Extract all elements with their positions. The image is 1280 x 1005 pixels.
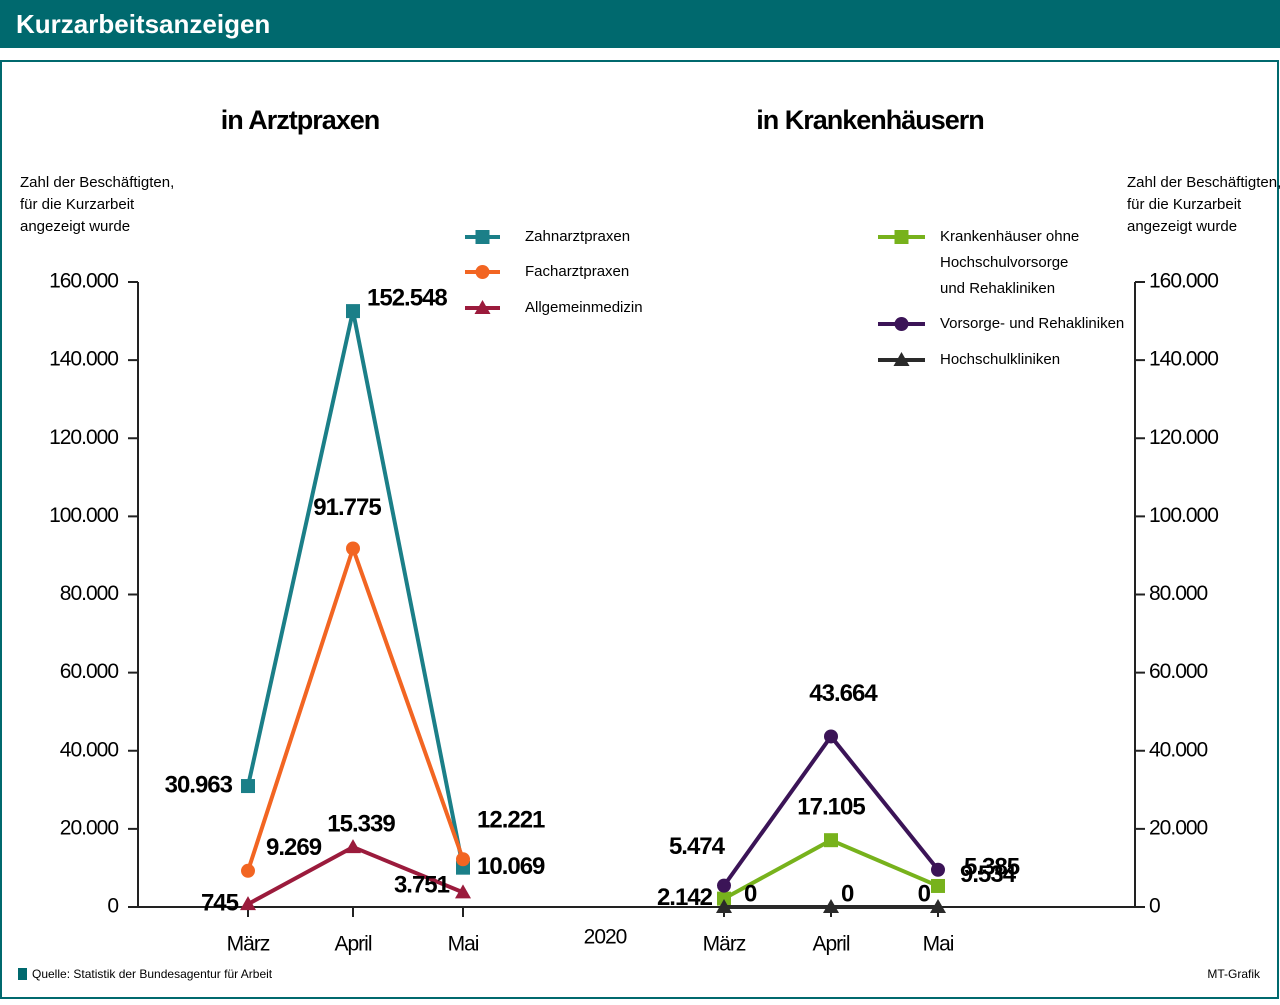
marker [475, 265, 490, 279]
series-line [246, 309, 465, 869]
source-icon [18, 968, 27, 980]
legend-label: Facharztpraxen [525, 263, 629, 280]
y-tick-label: 80.000 [60, 582, 119, 605]
chart-title: in Krankenhäusern [756, 105, 984, 135]
value-label: 15.339 [327, 810, 395, 837]
x-axis-label: 2020 [584, 926, 627, 949]
y-tick-label: 60.000 [60, 660, 119, 683]
value-label: 9.269 [266, 834, 322, 861]
y-tick-label: 100.000 [1149, 504, 1218, 527]
marker [240, 896, 256, 911]
x-tick-label: Mai [923, 933, 954, 956]
header-title: Kurzarbeitsanzeigen [16, 9, 270, 39]
y-tick-label: 140.000 [1149, 348, 1218, 371]
value-label: 152.548 [367, 284, 447, 311]
legend-label: Allgemeinmedizin [525, 299, 643, 316]
marker [824, 729, 838, 744]
marker [474, 300, 491, 314]
y-tick-label: 80.000 [1149, 582, 1208, 605]
legend-label: Krankenhäuser ohne Hochschulvorsorge und R… [940, 228, 1079, 297]
marker [241, 863, 255, 878]
marker [346, 304, 360, 319]
y-tick-label: 20.000 [1149, 816, 1208, 839]
x-tick-label: März [703, 933, 746, 956]
marker [894, 317, 909, 331]
y-tick-label: 40.000 [1149, 738, 1208, 761]
y-tick-label: 40.000 [60, 738, 119, 761]
value-label: 43.664 [809, 680, 878, 707]
marker [716, 899, 732, 913]
marker [717, 891, 731, 906]
x-tick-label: Mai [448, 933, 479, 956]
x-tick-label: April [812, 933, 849, 956]
y-tick-label: 60.000 [1149, 660, 1208, 683]
y-tick-label: 0 [107, 895, 118, 918]
y-tick-label: 160.000 [1149, 270, 1218, 293]
value-label: 5.385 [964, 853, 1020, 880]
marker [456, 852, 470, 867]
y-tick-label: 100.000 [49, 504, 118, 527]
value-label: 12.221 [477, 807, 545, 834]
chart-title: in Arztpraxen [221, 105, 380, 135]
y-tick-label: 120.000 [49, 426, 118, 449]
value-label: 30.963 [165, 771, 233, 798]
y-tick-label: 0 [1149, 895, 1160, 918]
x-tick-label: März [227, 933, 270, 956]
legend-label: Vorsorge- und Rehakliniken [940, 315, 1124, 332]
y-axis-label: Zahl der Beschäftigten, für die Kurzarbei… [1127, 174, 1280, 235]
marker [241, 779, 255, 794]
value-label: 91.775 [313, 494, 381, 521]
y-tick-label: 20.000 [60, 816, 119, 839]
marker [717, 878, 731, 893]
y-tick-label: 160.000 [49, 270, 118, 293]
marker [345, 839, 361, 854]
marker [931, 878, 945, 893]
value-label: 0 [744, 880, 757, 907]
marker [894, 230, 909, 244]
value-label: 17.105 [797, 794, 865, 821]
marker [475, 230, 490, 244]
value-label: 3.751 [394, 872, 450, 899]
value-label: 10.069 [477, 853, 545, 880]
marker [824, 833, 838, 848]
value-label: 2.142 [657, 884, 713, 911]
value-label: 0 [918, 880, 931, 907]
marker [931, 862, 945, 877]
legend-label: Zahnarztpraxen [525, 228, 630, 245]
marker [346, 541, 360, 556]
y-axis-label: Zahl der Beschäftigten, für die Kurzarbei… [20, 174, 174, 235]
header-bar [0, 0, 1280, 48]
marker [893, 352, 910, 366]
marker [455, 884, 471, 899]
frame [0, 60, 1279, 999]
legend-label: Hochschulkliniken [940, 351, 1060, 368]
y-tick-label: 120.000 [1149, 426, 1218, 449]
y-tick-label: 140.000 [49, 348, 118, 371]
value-label: 745 [201, 889, 239, 916]
credit: MT-Grafik [1207, 967, 1261, 981]
source: Quelle: Statistik der Bundesagentur für … [32, 967, 273, 981]
marker [823, 899, 839, 913]
marker [930, 899, 946, 913]
value-label: 9.534 [960, 861, 1017, 888]
value-label: 5.474 [669, 833, 726, 860]
x-tick-label: April [334, 933, 371, 956]
value-label: 0 [841, 880, 854, 907]
